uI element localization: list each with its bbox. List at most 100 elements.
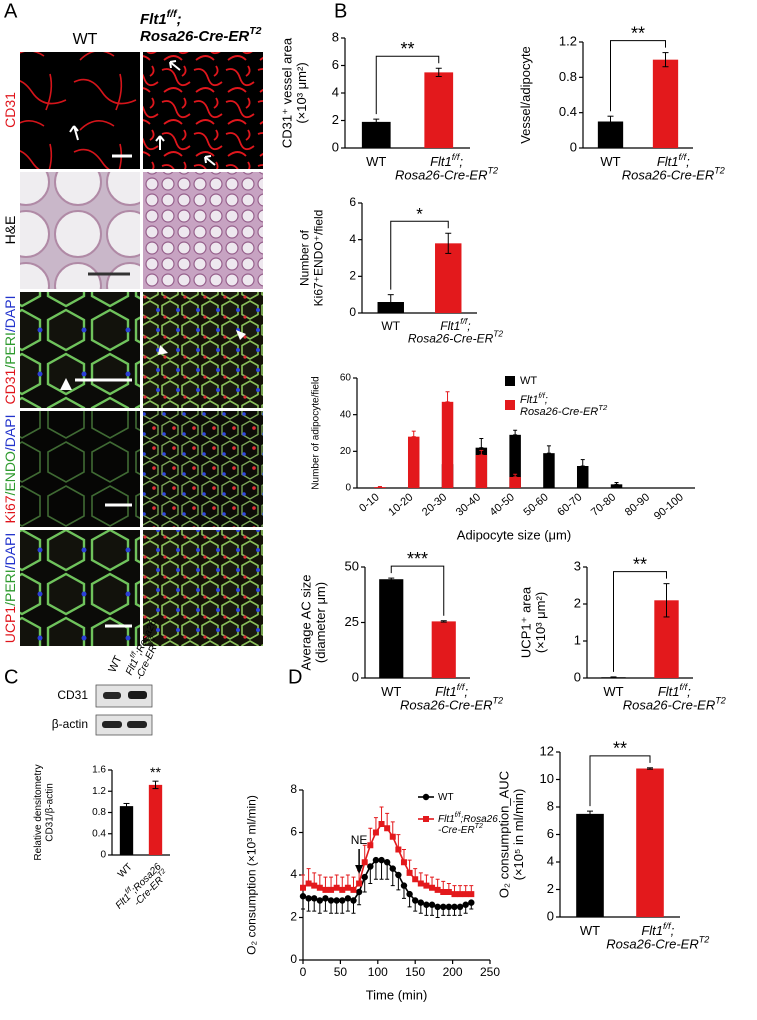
y-axis-label: O₂ consumption_AUC — [496, 771, 511, 898]
legend-label: WT — [438, 792, 454, 803]
x-tick-label: Flt1f/f;Rosa26-Cre-ERT2 — [400, 682, 503, 713]
significance: *** — [407, 549, 428, 569]
marker — [339, 886, 346, 893]
y-tick-label: 1.6 — [92, 765, 106, 776]
marker — [400, 859, 407, 866]
marker — [400, 882, 408, 889]
x-tick-label: 60-70 — [555, 491, 584, 518]
bar — [424, 72, 454, 148]
legend-label: WT — [520, 375, 537, 387]
band — [102, 721, 122, 728]
marker — [344, 884, 351, 891]
y-tick-label: 0 — [352, 669, 359, 684]
marker — [384, 825, 391, 832]
significance-bracket — [375, 55, 440, 115]
marker — [395, 846, 402, 853]
x-tick-label: 40-50 — [488, 491, 517, 518]
y-tick-label: 0 — [349, 305, 356, 319]
marker — [395, 871, 402, 879]
y-tick-label: 2 — [290, 910, 297, 924]
marker — [434, 886, 441, 893]
x-tick-label: Flt1f/f;Rosa26-Cre-ERT2 — [623, 682, 726, 713]
y-tick-label: 6 — [349, 195, 356, 209]
y-tick-label: 50 — [345, 558, 359, 573]
micrograph — [20, 172, 140, 289]
x-tick-label: WT — [381, 319, 400, 333]
y-tick-label: 0 — [290, 952, 297, 966]
band — [103, 692, 121, 699]
y-axis-label: (×10³ μm²) — [294, 62, 309, 123]
marker — [355, 888, 363, 896]
marker — [299, 893, 307, 900]
marker — [322, 886, 329, 893]
y-tick-label: 12 — [540, 743, 554, 758]
row-label: Ki67/ENDO/DAPI — [2, 415, 18, 524]
row-label-part: Ki67 — [2, 495, 18, 523]
legend-swatch — [505, 400, 515, 410]
x-axis-label: Time (min) — [366, 987, 428, 1002]
micrograph — [20, 530, 140, 646]
marker — [311, 882, 318, 889]
y-tick-label: 1 — [574, 632, 581, 647]
marker — [406, 890, 413, 898]
x-tick-label: WT — [600, 154, 620, 169]
x-tick-label: WT — [116, 861, 135, 880]
y-tick-label: 4 — [332, 84, 339, 99]
bar — [441, 401, 454, 488]
band — [127, 721, 147, 728]
y-tick-label: 2 — [332, 112, 339, 127]
y-axis-label: (diameter μm) — [313, 582, 328, 663]
y-tick-label: 0 — [570, 139, 577, 154]
blot-row: CD31 — [57, 688, 88, 702]
row-label-part: H&E — [2, 216, 18, 245]
marker — [316, 897, 324, 904]
y-tick-label: 40 — [340, 409, 352, 420]
y-tick-label: 4 — [547, 853, 554, 868]
bar — [148, 784, 163, 855]
y-tick-label: 0.4 — [559, 104, 577, 119]
arrow — [69, 60, 216, 166]
marker — [356, 880, 363, 887]
micrograph — [20, 411, 140, 527]
micrograph — [20, 292, 140, 408]
y-axis-label: Ki67⁺ENDO⁺/field — [311, 210, 325, 307]
row-label-part: UCP1 — [2, 606, 18, 644]
y-axis-label: CD31/β-actin — [45, 783, 56, 842]
y-tick-label: 8 — [332, 29, 339, 44]
significance-bracket — [390, 220, 449, 290]
bar — [407, 436, 420, 488]
x-tick-label: WT — [381, 684, 401, 699]
legend-label: Flt1f/f;Rosa26-Cre-ERT2 — [520, 391, 608, 418]
y-tick-label: 3 — [574, 558, 581, 573]
bar — [652, 59, 679, 148]
row-label-part: /DAPI — [2, 415, 18, 452]
row-label-part: CD31 — [2, 92, 18, 128]
y-tick-label: 1.2 — [92, 786, 106, 797]
significance-bracket — [390, 565, 445, 616]
marker — [440, 903, 447, 911]
marker — [378, 821, 385, 827]
marker — [423, 901, 430, 908]
x-tick-label: Flt1f/f;Rosa26-Cre-ERT2 — [622, 152, 725, 183]
y-tick-label: 1.2 — [559, 33, 577, 48]
marker — [451, 903, 458, 911]
marker — [361, 873, 368, 881]
y-tick-label: 8 — [290, 782, 297, 796]
marker — [457, 891, 464, 898]
row-label-part: /ENDO — [2, 451, 18, 495]
marker — [462, 901, 469, 908]
marker — [305, 895, 312, 902]
y-tick-label: 0 — [547, 908, 554, 923]
bar — [475, 455, 488, 488]
marker — [417, 880, 424, 887]
marker — [451, 891, 458, 898]
panel-label: B — [334, 0, 347, 22]
marker — [372, 829, 379, 836]
y-axis-label: Relative densitometry — [33, 764, 44, 860]
legend-swatch — [505, 376, 515, 386]
marker — [367, 863, 374, 870]
x-tick-label: 80-90 — [623, 491, 652, 518]
y-axis-label: O₂ consumption (×10³ ml/min) — [244, 795, 258, 955]
marker — [456, 903, 464, 911]
